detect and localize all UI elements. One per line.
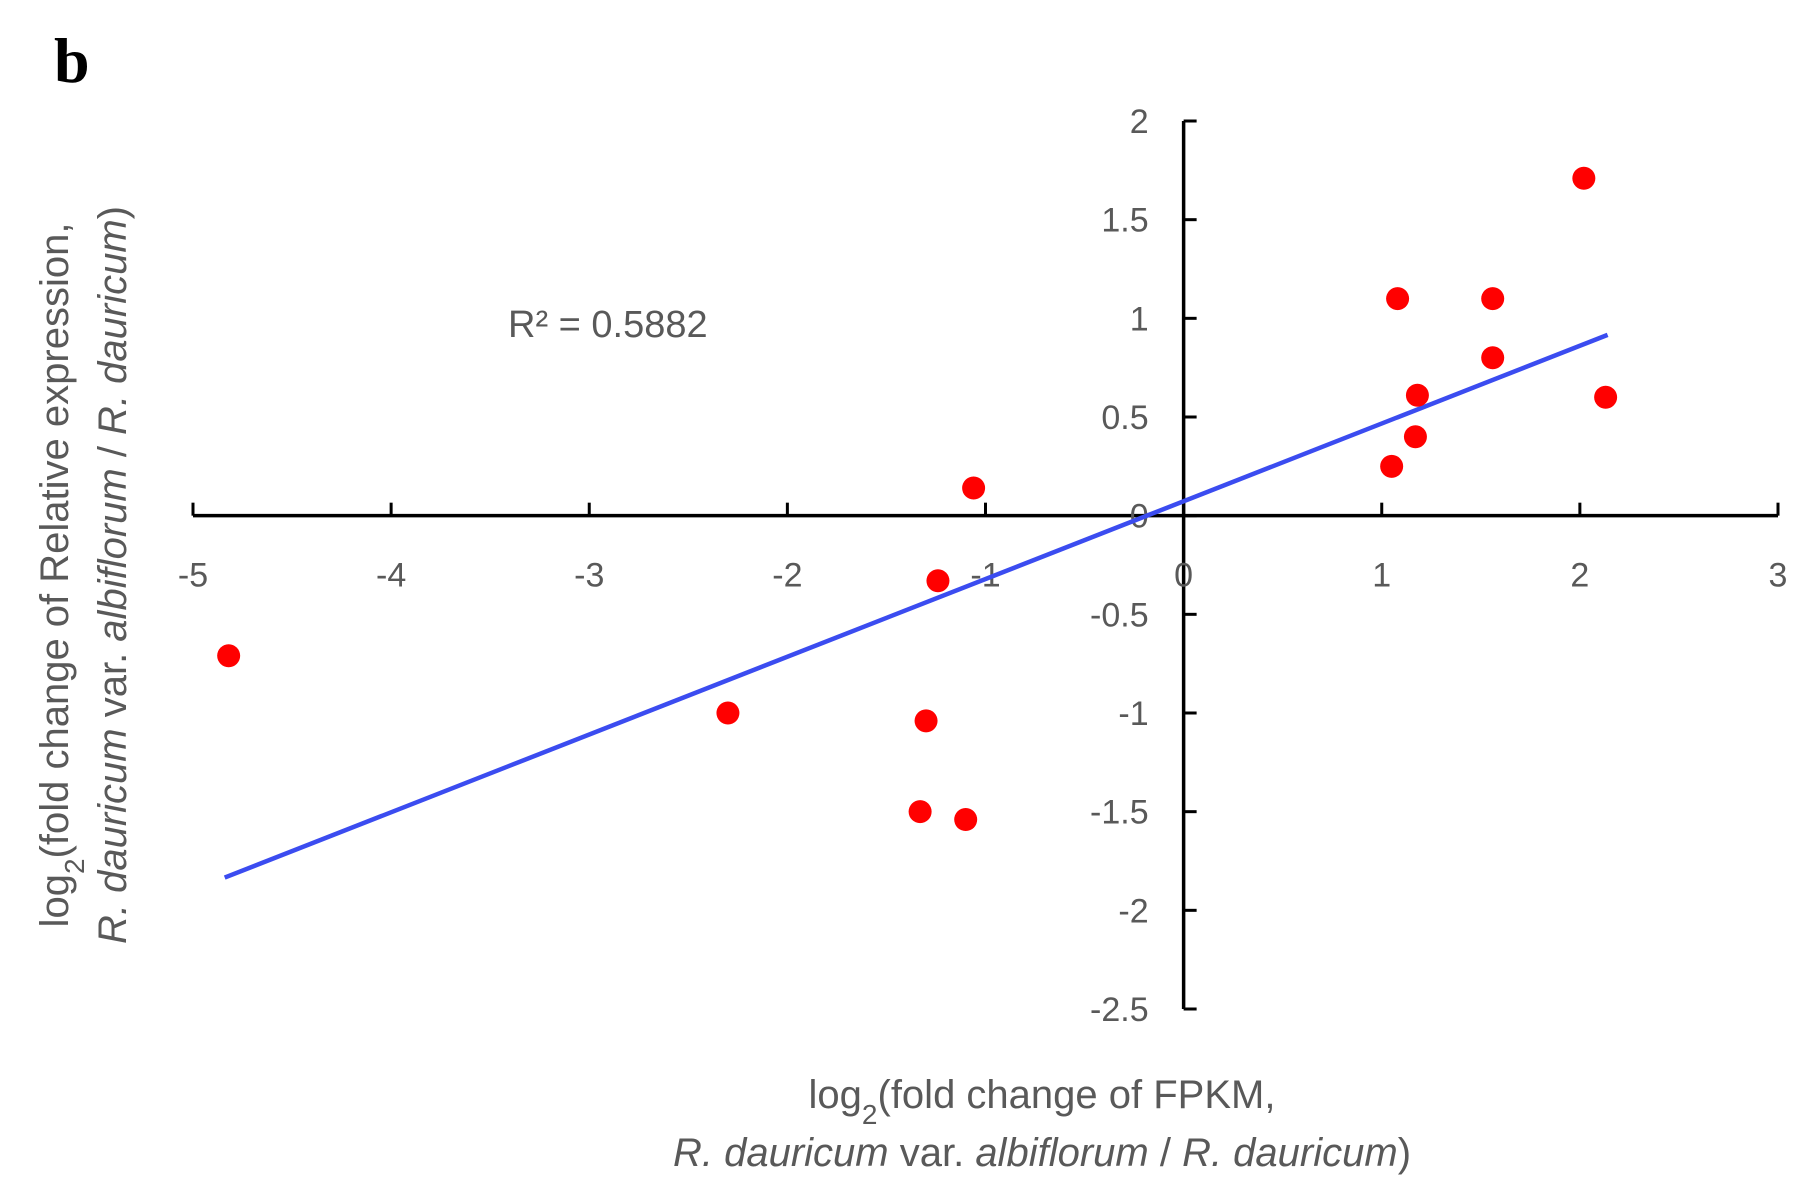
data-point (1594, 385, 1618, 409)
x-tick-label: 2 (1570, 557, 1589, 595)
trendline-layer (223, 332, 1609, 880)
data-points (217, 166, 1618, 832)
x-tick-label: -3 (574, 557, 604, 595)
y-axis-title-line2: R. dauricum var. albiflorum / R. dauricu… (91, 206, 135, 944)
y-tick-label: -2 (1118, 892, 1148, 930)
data-point (914, 709, 938, 733)
data-point (1403, 425, 1427, 449)
data-point (716, 701, 740, 725)
data-point (1380, 454, 1404, 478)
x-tick-label: -4 (376, 557, 406, 595)
x-tick-label: 0 (1174, 557, 1193, 595)
data-point (1481, 287, 1505, 311)
y-tick-label: -1.5 (1090, 794, 1149, 832)
axes: -5 -4 -3 -2 -1 0 1 2 3 -2.5 -2 -1.5 -1 -0.5 0 0.5 1 1.5 2 (178, 103, 1788, 1029)
data-point (1405, 383, 1429, 407)
x-axis-title: log2(fold change of FPKM, R. dauricum va… (673, 1073, 1411, 1175)
r-squared-label: R² = 0.5882 (508, 304, 708, 346)
panel-letter: b (54, 25, 90, 96)
x-axis-title-line2: R. dauricum var. albiflorum / R. dauricu… (673, 1131, 1411, 1175)
y-tick-label: 1 (1130, 300, 1149, 338)
x-tick-label: -5 (178, 557, 208, 595)
y-axis-ticks: -2.5 -2 -1.5 -1 -0.5 0 0.5 1 1.5 2 (1090, 103, 1197, 1029)
data-point (908, 800, 932, 824)
x-axis-ticks: -5 -4 -3 -2 -1 0 1 2 3 (178, 502, 1788, 595)
y-axis-title-line1: log2(fold change of Relative expression, (33, 223, 90, 928)
data-point (1386, 287, 1410, 311)
x-axis-title-line1: log2(fold change of FPKM, (809, 1073, 1276, 1130)
y-tick-label: -0.5 (1090, 596, 1149, 634)
x-tick-label: 1 (1372, 557, 1391, 595)
y-tick-label: -1 (1118, 695, 1148, 733)
y-tick-label: 2 (1130, 103, 1149, 141)
x-tick-label: -2 (772, 557, 802, 595)
x-tick-label: 3 (1769, 557, 1788, 595)
data-point (926, 569, 950, 593)
data-point (1572, 166, 1596, 190)
y-tick-label: 0.5 (1101, 399, 1148, 437)
data-point (962, 476, 986, 500)
y-axis-title: log2(fold change of Relative expression,… (33, 206, 135, 944)
data-point (954, 808, 978, 832)
data-point (1481, 346, 1505, 370)
y-tick-label: 1.5 (1101, 202, 1148, 240)
y-tick-label: -2.5 (1090, 991, 1149, 1029)
data-point (217, 644, 241, 668)
trendline (223, 332, 1609, 880)
